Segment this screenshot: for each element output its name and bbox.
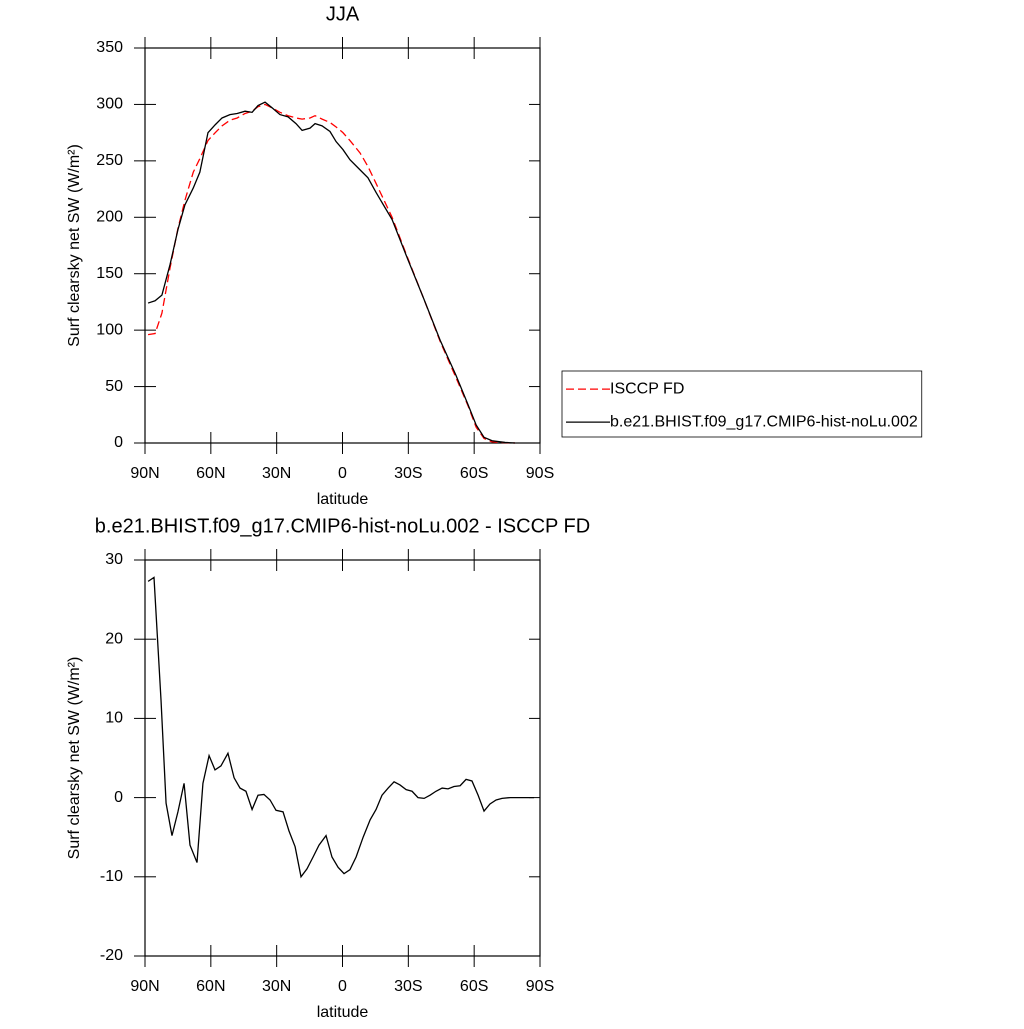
- y-tick-label: 0: [114, 434, 123, 451]
- x-tick-label: 60S: [460, 978, 488, 995]
- y-tick-label: 50: [105, 378, 123, 395]
- x-tick-label: 0: [338, 978, 347, 995]
- y-tick-label: 300: [96, 96, 123, 113]
- plot-frame: [144, 559, 541, 957]
- x-tick-label: 60N: [196, 978, 225, 995]
- x-tick-label: 90N: [130, 465, 159, 482]
- x-tick-label: 30S: [394, 465, 422, 482]
- x-tick-label: 60N: [196, 465, 225, 482]
- x-tick-label: 90S: [526, 978, 554, 995]
- y-tick-label: 10: [105, 710, 123, 727]
- y-tick-label: 150: [96, 265, 123, 282]
- y-tick-label: 30: [105, 551, 123, 568]
- chart-title: JJA: [326, 3, 360, 25]
- x-tick-label: 60S: [460, 465, 488, 482]
- series-line: [147, 576, 535, 879]
- y-tick-label: -20: [100, 947, 123, 964]
- legend-label: ISCCP FD: [610, 380, 684, 397]
- x-tick-label: 0: [338, 465, 347, 482]
- x-tick-label: 90N: [130, 978, 159, 995]
- x-tick-label: 30S: [394, 978, 422, 995]
- y-axis-label: Surf clearsky net SW (W/m²): [66, 144, 83, 347]
- y-tick-label: 350: [96, 39, 123, 56]
- legend: ISCCP FD b.e21.BHIST.f09_g17.CMIP6-hist-n…: [561, 370, 923, 438]
- y-tick-label: 250: [96, 152, 123, 169]
- x-tick-label: 30N: [262, 465, 291, 482]
- x-tick-label: 90S: [526, 465, 554, 482]
- x-tick-label: 30N: [262, 978, 291, 995]
- plot-frame: [144, 47, 541, 444]
- y-tick-label: 0: [114, 789, 123, 806]
- x-axis-label: latitude: [317, 491, 369, 508]
- x-axis-label: latitude: [317, 1004, 369, 1021]
- series-line: [147, 101, 516, 444]
- y-axis-label: Surf clearsky net SW (W/m²): [66, 657, 83, 860]
- y-tick-label: 20: [105, 630, 123, 647]
- legend-label: b.e21.BHIST.f09_g17.CMIP6-hist-noLu.002: [610, 413, 918, 430]
- legend-frame: [561, 370, 923, 438]
- y-tick-label: -10: [100, 868, 123, 885]
- chart-title: b.e21.BHIST.f09_g17.CMIP6-hist-noLu.002 …: [95, 515, 590, 537]
- y-tick-label: 200: [96, 209, 123, 226]
- y-tick-label: 100: [96, 321, 123, 338]
